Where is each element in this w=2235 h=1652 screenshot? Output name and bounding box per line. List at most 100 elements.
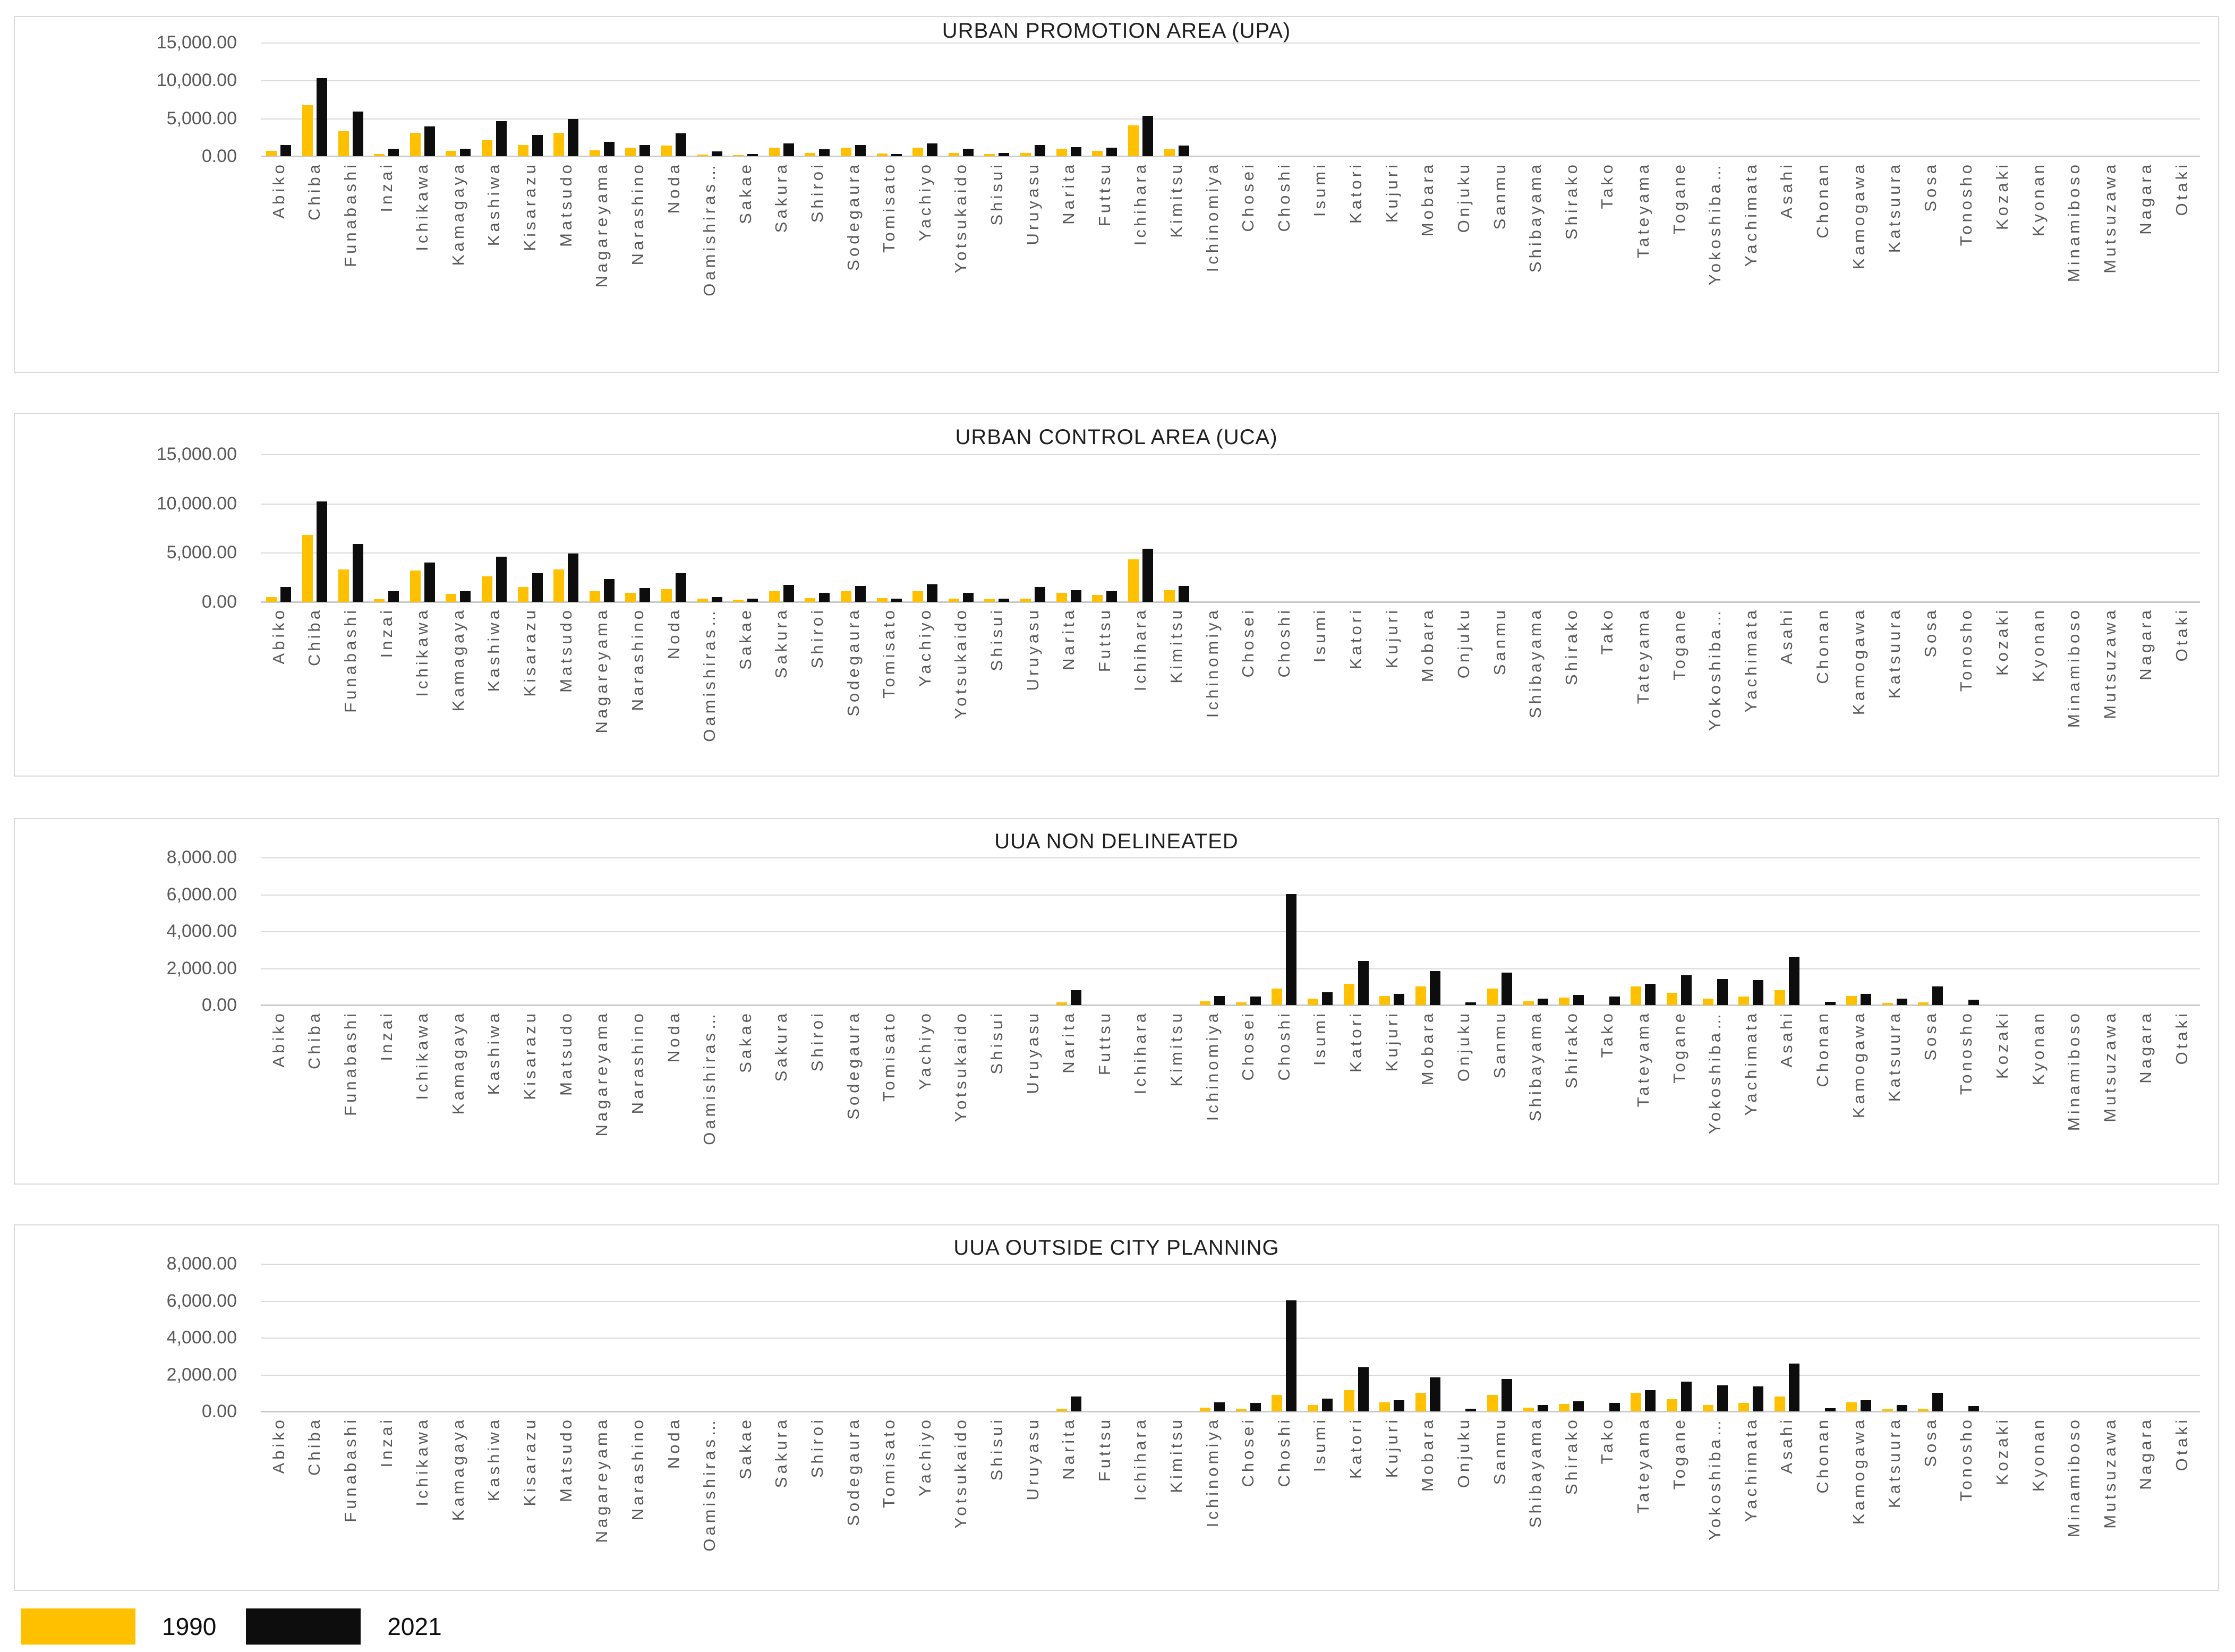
category-slot-ichinomiya [1195, 42, 1231, 156]
x-label-cell: Mobara [1410, 161, 1446, 296]
bar-2021 [1035, 587, 1046, 602]
bar-1990 [1487, 1395, 1498, 1411]
bar-2021 [1429, 971, 1440, 1005]
bar-2021 [855, 145, 866, 156]
x-label-cell: Funabashi [332, 161, 369, 296]
category-slot-ichikawa [404, 454, 440, 602]
x-axis-label: Nagara [2136, 1417, 2155, 1490]
x-axis-label: Shibayama [1526, 161, 1545, 273]
category-slot-sanmu [1482, 857, 1518, 1005]
x-label-cell: Kashiwa [476, 1010, 513, 1145]
x-axis-label: Shisui [987, 161, 1006, 226]
x-axis-label: Mutsuzawa [2100, 1417, 2119, 1529]
x-label-cell: Kujuri [1374, 607, 1410, 742]
x-label-cell: Yotsukaido [943, 161, 979, 296]
x-label-cell: Narita [1051, 1010, 1087, 1145]
x-axis-label: Shiroi [807, 1417, 826, 1478]
x-label-cell: Noda [656, 607, 692, 742]
bar-2021 [999, 153, 1010, 156]
x-label-cell: Asahi [1769, 607, 1805, 742]
x-axis-label: Noda [664, 161, 683, 214]
x-axis-label: Inzai [377, 161, 396, 212]
x-axis-label: Narita [1059, 607, 1078, 670]
category-slot-kimitsu [1158, 454, 1195, 602]
category-slot-narita [1051, 454, 1087, 602]
bar-1990 [1235, 1002, 1247, 1005]
category-slot-funabashi [332, 454, 369, 602]
x-axis-label: Shisui [987, 607, 1006, 671]
x-axis-line [261, 156, 2200, 157]
category-slot-shibayama [1517, 454, 1554, 602]
x-axis-label: Togane [1669, 161, 1688, 235]
bar-2021 [1896, 999, 1907, 1005]
x-label-cell: Tako [1590, 161, 1626, 296]
x-label-cell: Sodegaura [835, 1010, 872, 1145]
bar-1990 [805, 153, 816, 156]
category-slot-inzai [369, 454, 405, 602]
bar-2021 [927, 143, 938, 156]
x-axis-label: Shisui [987, 1010, 1006, 1075]
legend-label-1990: 1990 [162, 1613, 217, 1640]
category-slot-chiba [297, 42, 333, 156]
bar-1990 [446, 151, 457, 156]
x-label-cell: Oamishiras… [692, 607, 728, 742]
category-slot-mutsuzawa [2092, 1264, 2128, 1411]
category-slot-choshi [1266, 1264, 1302, 1411]
bar-2021 [1932, 1393, 1943, 1411]
x-axis-label: Abiko [269, 161, 288, 219]
x-label-cell: Kyonan [2020, 1417, 2057, 1552]
bar-2021 [352, 544, 363, 602]
x-axis-label: Kashiwa [484, 161, 504, 246]
x-axis-label: Sakura [772, 607, 791, 679]
bar-2021 [1465, 1409, 1477, 1411]
x-axis-label: Kamogawa [1849, 607, 1868, 716]
category-slot-shisui [979, 454, 1015, 602]
bar-1990 [661, 589, 672, 602]
category-slot-sodegaura [835, 454, 872, 602]
bar-1990 [1415, 1393, 1426, 1411]
x-axis-label: Uruyasu [1023, 161, 1042, 245]
category-slot-mutsuzawa [2092, 857, 2128, 1005]
bar-1990 [1667, 1399, 1678, 1411]
category-slot-yachiyo [907, 42, 943, 156]
x-axis-label: Nagara [2136, 1010, 2155, 1084]
x-label-cell: Kamagaya [440, 161, 476, 296]
bar-2021 [1070, 590, 1081, 602]
category-slot-shirako [1554, 454, 1590, 602]
y-axis-tick-label: 4,000.00 [166, 921, 237, 941]
bar-1990 [481, 140, 492, 156]
x-axis-label: Tonosho [1957, 607, 1976, 692]
x-label-cell: Uruyasu [1015, 1417, 1051, 1552]
x-axis-label: Nagara [2136, 161, 2155, 235]
x-label-cell: Kujuri [1374, 1010, 1410, 1145]
x-label-cell: Onjuku [1446, 607, 1482, 742]
legend-label-2021: 2021 [387, 1613, 442, 1640]
bars-area [261, 1264, 2200, 1411]
category-slot-shibayama [1517, 42, 1554, 156]
bar-2021 [1609, 997, 1620, 1005]
x-axis-label: Futtsu [1095, 1417, 1114, 1482]
x-axis-label: Kimitsu [1167, 1417, 1186, 1493]
x-axis-label: Minamiboso [2065, 1010, 2084, 1131]
category-slot-isumi [1302, 1264, 1338, 1411]
x-label-cell: Minamiboso [2056, 161, 2092, 296]
gridline [261, 118, 2200, 120]
x-label-cell: Shibayama [1517, 1010, 1554, 1145]
category-slot-noda [656, 42, 692, 156]
x-axis-label: Minamiboso [2065, 607, 2084, 728]
bar-1990 [1307, 999, 1318, 1005]
category-slot-kimitsu [1158, 1264, 1195, 1411]
bar-2021 [1753, 1386, 1764, 1411]
bar-2021 [1645, 984, 1656, 1005]
x-label-cell: Ichihara [1123, 1010, 1159, 1145]
x-label-cell: Kozaki [1984, 1417, 2020, 1552]
x-axis-label: Sanmu [1490, 161, 1509, 230]
bar-2021 [1250, 1403, 1261, 1411]
bar-1990 [374, 599, 385, 602]
category-slot-ichinomiya [1195, 857, 1231, 1005]
bar-1990 [374, 154, 385, 156]
x-label-cell: Yachiyo [907, 161, 943, 296]
x-label-cell: Kimitsu [1158, 607, 1195, 742]
x-axis-label: Yokoshiba… [1705, 607, 1725, 731]
x-label-cell: Isumi [1302, 1010, 1338, 1145]
